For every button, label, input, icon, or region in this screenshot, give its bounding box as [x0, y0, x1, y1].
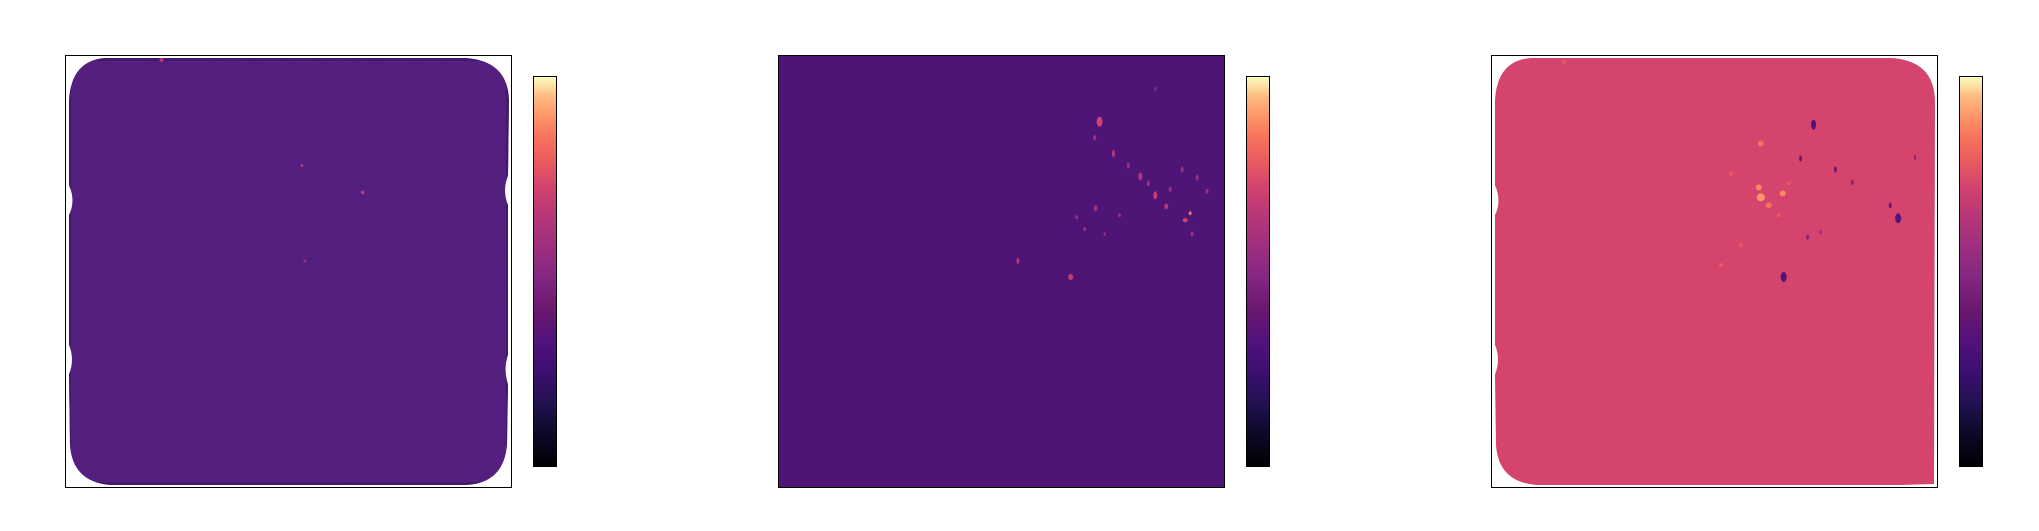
- hotspot-blob: [1138, 172, 1143, 181]
- colorbar-middle: [1246, 76, 1270, 467]
- coldspot-marker: [1819, 230, 1822, 235]
- colorbar-gradient: [534, 77, 556, 466]
- coldspot-marker: [1799, 155, 1803, 162]
- hotspot-marker: [1561, 59, 1566, 64]
- coldspot-marker: [1833, 166, 1837, 173]
- hotspot-blob: [1188, 211, 1192, 216]
- hotspot-blob: [1103, 232, 1106, 237]
- coldspot-marker: [1914, 154, 1917, 161]
- hotspot-marker: [303, 259, 307, 263]
- hotspot-blob: [1195, 174, 1199, 181]
- hotspot-marker: [1765, 202, 1772, 209]
- hotspot-blob: [1083, 227, 1087, 232]
- hotspot-blob: [1016, 258, 1020, 265]
- hotspot-blob: [1154, 86, 1157, 91]
- hotspot-blob: [1093, 134, 1097, 141]
- coldspot-marker: [1850, 179, 1854, 186]
- hotspot-blob: [1112, 149, 1115, 158]
- colorbar-gradient: [1960, 77, 1982, 466]
- heatmap-right-field: [1494, 57, 1936, 486]
- hotspot-marker: [360, 190, 365, 195]
- colorbar-gradient: [1247, 77, 1269, 466]
- hotspot-marker: [159, 57, 164, 62]
- hotspot-blob: [1096, 116, 1103, 127]
- hotspot-blob: [1126, 162, 1130, 169]
- heatmap-right-image: [1494, 57, 1936, 486]
- hotspot-blob: [1075, 215, 1079, 220]
- heatmap-middle-field: [779, 56, 1224, 487]
- hotspot-blob: [1068, 273, 1074, 280]
- coldspot-marker: [1895, 213, 1902, 224]
- hotspot-blob: [1180, 166, 1184, 173]
- heatmap-left-image: [68, 57, 510, 486]
- coldspot-marker: [1806, 234, 1810, 240]
- hotspot-blob: [1190, 231, 1194, 237]
- hotspot-blob: [1168, 186, 1172, 192]
- colorbar-right: [1959, 76, 1983, 467]
- coldspot-marker: [1811, 119, 1817, 130]
- heatmap-panel-left: [65, 55, 512, 488]
- hotspot-marker: [300, 163, 304, 167]
- hotspot-blob: [1117, 213, 1121, 218]
- hotspot-marker: [1738, 243, 1743, 248]
- hotspot-blob: [1182, 218, 1188, 223]
- hotspot-marker: [1756, 193, 1765, 202]
- hotspot-blob: [1205, 188, 1209, 194]
- hotspot-marker: [1776, 213, 1781, 218]
- hotspot-marker: [1755, 184, 1762, 191]
- hotspot-marker: [1728, 171, 1733, 176]
- hotspot-marker: [1786, 181, 1791, 186]
- heatmap-middle-image: [779, 56, 1224, 487]
- hotspot-blob: [1146, 180, 1150, 187]
- coldspot-marker: [1888, 202, 1892, 209]
- hotspot-blob: [1093, 205, 1098, 212]
- hotspot-blob: [1164, 203, 1169, 210]
- hotspot-marker: [1779, 190, 1786, 197]
- colorbar-left: [533, 76, 557, 467]
- hotspot-blob: [1153, 191, 1158, 200]
- heatmap-panel-middle: [778, 55, 1225, 488]
- hotspot-marker: [1718, 263, 1723, 268]
- heatmap-panel-right: [1491, 55, 1938, 488]
- coldspot-marker: [1780, 271, 1787, 282]
- hotspot-marker: [1757, 140, 1764, 147]
